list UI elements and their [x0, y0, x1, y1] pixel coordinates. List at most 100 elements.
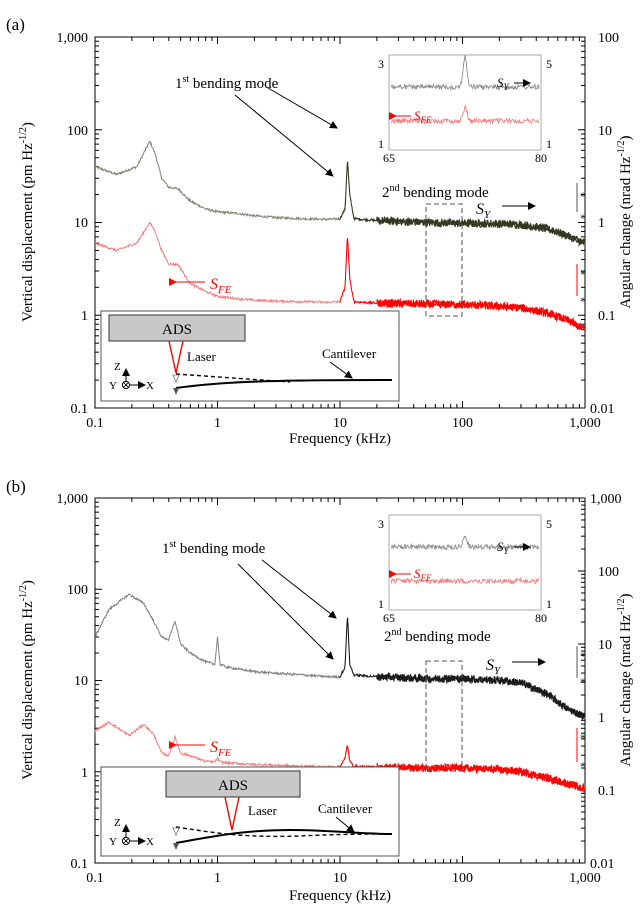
- y2-tick-label: 100: [598, 31, 619, 46]
- inset-x-tick: 80: [535, 611, 547, 625]
- y-tick-label: 10: [74, 216, 88, 231]
- laser-beam-a: [168, 340, 184, 374]
- series-label-sy-a: SY: [476, 201, 492, 221]
- y-axis-label-a: Vertical displacement (pm Hz-1/2): [18, 122, 36, 322]
- panel-label-a: (a): [6, 15, 25, 34]
- y-axis-cross-b: [123, 838, 129, 844]
- schematic-b: ADS Laser Cantilever Z X Y: [100, 766, 400, 857]
- inset-trace-sy: [390, 54, 540, 92]
- ads-label-a: ADS: [162, 322, 192, 338]
- series-noise-band-sy: [376, 672, 586, 720]
- inset-y-right-tick: 5: [546, 517, 552, 531]
- star-sy-upper-a: *: [580, 189, 586, 203]
- inset-label-sy-a: SY: [497, 75, 510, 92]
- tick-marks-b: [94, 498, 585, 864]
- mode2-dashed-box-b: [425, 660, 463, 772]
- cantilever-tip-a: [173, 388, 179, 395]
- y2-tick-label: 10: [598, 124, 612, 139]
- y-tick-labels-a: 0.1 1 10 100 1,000: [57, 31, 89, 417]
- y2-tick-label: 10: [598, 638, 612, 653]
- inset-trace-sy: [390, 535, 540, 551]
- series-label-sfe-a: SFE: [210, 276, 232, 296]
- y-tick-labels-b: 0.1 1 10 100 1,000: [57, 492, 89, 872]
- star-sfe-upper-a: *: [580, 267, 586, 281]
- cantilever-tip-b: [173, 843, 179, 850]
- y-axis-label-b: Vertical displacement (pm Hz-1/2): [18, 580, 36, 780]
- y2-axis-label-b: Angular change (nrad Hz-1/2): [616, 593, 634, 766]
- series-noise-band-sfe: [376, 297, 586, 331]
- schematic-a: ADS Laser Cantilever Z X Y: [100, 310, 400, 402]
- inset-y-right-tick: 1: [546, 137, 552, 151]
- cantilever-arrow-b: [335, 816, 355, 833]
- cantilever-label-b: Cantilever: [318, 801, 373, 816]
- star-sfe-lower-a: *: [580, 294, 586, 308]
- x-axis-label-a: Frequency (kHz): [289, 431, 391, 447]
- mode2-dashed-box-a: [425, 203, 463, 317]
- ads-box-a: [108, 314, 246, 342]
- y-axis-cross-a: [123, 382, 129, 388]
- x-axis-label-schem-a: X: [146, 380, 154, 392]
- x-tick-label: 100: [452, 416, 473, 431]
- inset-traces-b: [390, 535, 540, 585]
- cantilever-label-a: Cantilever: [322, 346, 377, 361]
- panel-a: (a) 0.1 1 10 100 1,000 0.1 1 10 100 1,00…: [6, 15, 634, 447]
- y-tick-label: 1: [81, 309, 88, 324]
- series-line-sy-low: [94, 593, 340, 680]
- inset-frame-b: [388, 514, 542, 611]
- series-line-sy-low: [94, 140, 340, 222]
- y-tick-label: 1: [81, 766, 88, 781]
- y2-tick-label: 0.1: [598, 784, 616, 799]
- inset-trace-sfe: [390, 576, 540, 585]
- series-label-sfe-b: SFE: [210, 739, 232, 759]
- series-line-sfe-low: [94, 222, 340, 305]
- panel-label-b: (b): [6, 477, 26, 496]
- inset-b: 65 80 3 1 5 1 SY SFE: [378, 514, 552, 625]
- panel-b: (b) 0.1 1 10 100 1,000 0.1 1 10 100 1,00…: [6, 477, 634, 904]
- z-axis-label-a: Z: [114, 361, 121, 373]
- series-label-sy-b: SY: [486, 657, 502, 677]
- tick-marks-a: [94, 37, 585, 409]
- y2-tick-label: 0.01: [590, 402, 615, 417]
- mode1-arrow-top-a: [267, 87, 338, 129]
- inset-label-sfe-a: SFE: [414, 108, 432, 125]
- cantilever-arrow-a: [329, 361, 353, 379]
- x-tick-label: 1: [214, 871, 221, 886]
- inset-x-tick: 80: [535, 151, 547, 165]
- y-tick-label: 0.1: [71, 402, 89, 417]
- inset-y-left-tick: 1: [378, 597, 384, 611]
- x-tick-label: 1: [214, 416, 221, 431]
- y-tick-label: 100: [67, 583, 88, 598]
- y2-tick-label: 1,000: [590, 492, 622, 507]
- cantilever-b: [175, 828, 393, 844]
- y-tick-label: 100: [67, 124, 88, 139]
- z-axis-label-b: Z: [114, 817, 121, 829]
- y-tick-label: 10: [74, 674, 88, 689]
- series-layer-a: [94, 140, 586, 331]
- mode1-arrow-bottom-b: [237, 563, 334, 660]
- cantilever-deflected-a: [175, 373, 291, 383]
- inset-y-left-tick: 1: [378, 137, 384, 151]
- ads-label-b: ADS: [218, 778, 248, 794]
- y2-tick-label: 1: [598, 216, 605, 231]
- y2-axis-label-a: Angular change (nrad Hz-1/2): [616, 135, 634, 308]
- x-tick-label: 1,000: [569, 416, 601, 431]
- mode2-annotation-a: 2nd bending mode: [382, 183, 489, 201]
- series-layer-b: [94, 593, 586, 794]
- y2-tick-label: 100: [598, 565, 619, 580]
- inset-label-sfe-b: SFE: [414, 566, 432, 583]
- x-tick-label: 0.1: [86, 416, 104, 431]
- cantilever-a: [175, 379, 393, 389]
- mode1-annotation-b: 1st bending mode: [162, 539, 266, 557]
- series-line-sy-high: [339, 161, 586, 246]
- inset-trace-sfe: [390, 105, 540, 125]
- mode1-annotation-a: 1st bending mode: [175, 74, 279, 92]
- y-tick-label: 0.1: [71, 857, 89, 872]
- mode1-arrow-bottom-a: [234, 94, 334, 177]
- y-tick-label: 1,000: [57, 31, 89, 46]
- inset-traces-a: [390, 54, 540, 125]
- star-sfe-lower-b: *: [580, 759, 586, 773]
- inset-y-left-tick: 3: [378, 57, 384, 71]
- inset-label-sy-b: SY: [497, 539, 510, 556]
- series-line-sfe-low: [94, 720, 340, 770]
